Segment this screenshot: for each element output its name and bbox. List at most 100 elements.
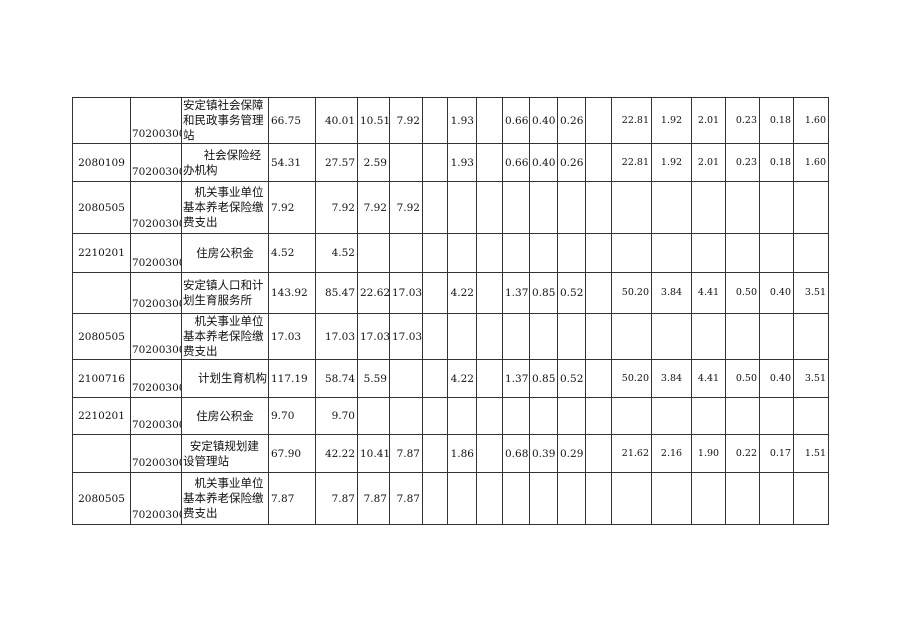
cell-basic-total: 7.92: [315, 181, 358, 234]
cell-c8: [422, 434, 448, 473]
cell-c14: [585, 472, 612, 525]
cell-function-code: 2210201: [72, 233, 131, 273]
cell-c19: [759, 181, 794, 234]
cell-c11: 0.68: [502, 434, 530, 473]
cell-c15: 50.20: [611, 272, 652, 314]
cell-c13: [557, 472, 586, 525]
cell-c20: 1.51: [793, 434, 829, 473]
cell-c10: [476, 272, 503, 314]
cell-c10: [476, 434, 503, 473]
cell-c20: 1.60: [793, 97, 829, 144]
cell-c19: [759, 233, 794, 273]
cell-function-code: 2080505: [72, 181, 131, 234]
cell-salary: 17.03: [357, 313, 390, 360]
cell-total: 67.90: [268, 434, 316, 473]
cell-total: 66.75: [268, 97, 316, 144]
cell-c9: [447, 313, 477, 360]
cell-total: 117.19: [268, 359, 316, 398]
cell-c20: [793, 181, 829, 234]
cell-total: 17.03: [268, 313, 316, 360]
cell-c8: [422, 472, 448, 525]
cell-c15: [611, 397, 652, 435]
cell-c9: [447, 397, 477, 435]
cell-c9: 4.22: [447, 359, 477, 398]
cell-pension: 17.03: [389, 272, 423, 314]
cell-c17: 1.90: [691, 434, 726, 473]
cell-c20: [793, 233, 829, 273]
table-row: 2080505702003003机关事业单位基本养老保险缴费支出7.927.92…: [72, 181, 829, 234]
cell-pension: 17.03: [389, 313, 423, 360]
cell-pension: 7.87: [389, 434, 423, 473]
cell-c8: [422, 397, 448, 435]
cell-unit-code: 702003004: [130, 397, 182, 435]
cell-c18: 0.50: [725, 272, 760, 314]
cell-c18: [725, 472, 760, 525]
cell-c16: 2.16: [651, 434, 692, 473]
budget-table: 702003003安定镇社会保障和民政事务管理站66.7540.0110.517…: [72, 97, 829, 525]
cell-c16: [651, 472, 692, 525]
cell-c18: 0.50: [725, 359, 760, 398]
cell-c14: [585, 97, 612, 144]
cell-c17: [691, 397, 726, 435]
cell-function-code: 2080109: [72, 143, 131, 182]
cell-c10: [476, 97, 503, 144]
cell-c13: 0.52: [557, 272, 586, 314]
cell-c14: [585, 143, 612, 182]
table-row: 2080505702003005机关事业单位基本养老保险缴费支出7.877.87…: [72, 472, 829, 525]
cell-c16: [651, 233, 692, 273]
cell-c19: 0.18: [759, 143, 794, 182]
cell-basic-total: 17.03: [315, 313, 358, 360]
cell-c13: 0.52: [557, 359, 586, 398]
cell-pension: [389, 143, 423, 182]
cell-c14: [585, 359, 612, 398]
cell-basic-total: 27.57: [315, 143, 358, 182]
cell-c11: 1.37: [502, 272, 530, 314]
cell-pension: 7.92: [389, 181, 423, 234]
cell-c11: 1.37: [502, 359, 530, 398]
cell-basic-total: 7.87: [315, 472, 358, 525]
cell-c19: [759, 313, 794, 360]
cell-pension: 7.87: [389, 472, 423, 525]
cell-item-name: 住房公积金: [181, 397, 269, 435]
cell-function-code: 2210201: [72, 397, 131, 435]
cell-item-name: 安定镇社会保障和民政事务管理站: [181, 97, 269, 144]
table-row: 702003003安定镇社会保障和民政事务管理站66.7540.0110.517…: [72, 97, 829, 144]
cell-total: 7.87: [268, 472, 316, 525]
cell-c10: [476, 472, 503, 525]
cell-c17: 2.01: [691, 143, 726, 182]
cell-c11: [502, 313, 530, 360]
table-row: 702003004安定镇人口和计划生育服务所143.9285.4722.6217…: [72, 272, 829, 314]
cell-total: 4.52: [268, 233, 316, 273]
cell-c9: [447, 472, 477, 525]
cell-c20: [793, 472, 829, 525]
cell-salary: 22.62: [357, 272, 390, 314]
cell-basic-total: 85.47: [315, 272, 358, 314]
cell-c14: [585, 181, 612, 234]
cell-c16: 3.84: [651, 359, 692, 398]
cell-c15: 22.81: [611, 97, 652, 144]
cell-item-name: 安定镇规划建设管理站: [181, 434, 269, 473]
cell-c20: 3.51: [793, 272, 829, 314]
cell-c8: [422, 359, 448, 398]
cell-basic-total: 40.01: [315, 97, 358, 144]
cell-pension: [389, 233, 423, 273]
cell-item-name: 机关事业单位基本养老保险缴费支出: [181, 181, 269, 234]
cell-c9: 1.86: [447, 434, 477, 473]
cell-salary: [357, 233, 390, 273]
cell-c17: 2.01: [691, 97, 726, 144]
cell-c17: 4.41: [691, 359, 726, 398]
cell-c17: 4.41: [691, 272, 726, 314]
cell-c9: 1.93: [447, 97, 477, 144]
cell-c10: [476, 143, 503, 182]
cell-salary: 10.51: [357, 97, 390, 144]
cell-c14: [585, 272, 612, 314]
cell-total: 9.70: [268, 397, 316, 435]
cell-c12: 0.85: [529, 359, 558, 398]
table-row: 2080505702003004机关事业单位基本养老保险缴费支出17.0317.…: [72, 313, 829, 360]
cell-c20: [793, 397, 829, 435]
cell-item-name: 安定镇人口和计划生育服务所: [181, 272, 269, 314]
cell-c8: [422, 181, 448, 234]
cell-c15: 21.62: [611, 434, 652, 473]
cell-unit-code: 702003004: [130, 313, 182, 360]
